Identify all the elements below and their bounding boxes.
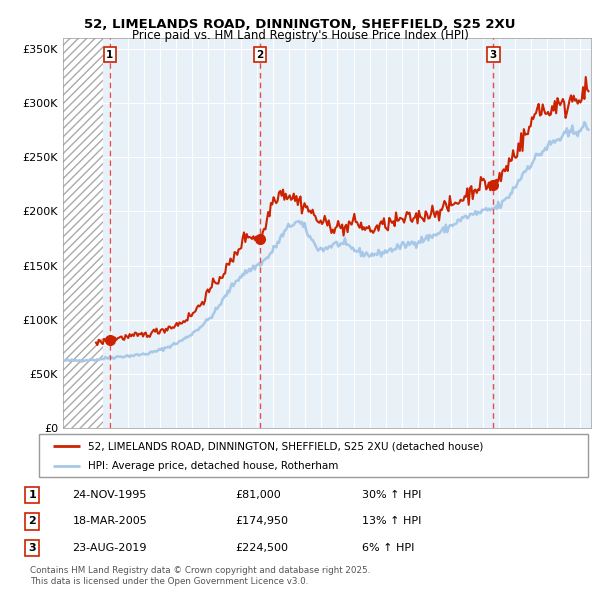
Text: HPI: Average price, detached house, Rotherham: HPI: Average price, detached house, Roth…	[88, 461, 339, 471]
Text: 13% ↑ HPI: 13% ↑ HPI	[362, 516, 421, 526]
Text: 52, LIMELANDS ROAD, DINNINGTON, SHEFFIELD, S25 2XU: 52, LIMELANDS ROAD, DINNINGTON, SHEFFIEL…	[84, 18, 516, 31]
Text: 18-MAR-2005: 18-MAR-2005	[73, 516, 147, 526]
FancyBboxPatch shape	[39, 434, 588, 477]
Text: 23-AUG-2019: 23-AUG-2019	[73, 543, 147, 553]
Text: £174,950: £174,950	[236, 516, 289, 526]
Text: 2: 2	[28, 516, 36, 526]
Text: 24-NOV-1995: 24-NOV-1995	[73, 490, 147, 500]
Text: 1: 1	[28, 490, 36, 500]
Text: 2: 2	[256, 50, 263, 60]
Text: 6% ↑ HPI: 6% ↑ HPI	[362, 543, 414, 553]
Text: £224,500: £224,500	[236, 543, 289, 553]
Text: £81,000: £81,000	[236, 490, 281, 500]
Text: 3: 3	[490, 50, 497, 60]
Text: Price paid vs. HM Land Registry's House Price Index (HPI): Price paid vs. HM Land Registry's House …	[131, 30, 469, 42]
Text: 30% ↑ HPI: 30% ↑ HPI	[362, 490, 421, 500]
Text: 1: 1	[106, 50, 113, 60]
Text: Contains HM Land Registry data © Crown copyright and database right 2025.
This d: Contains HM Land Registry data © Crown c…	[30, 566, 370, 586]
Text: 52, LIMELANDS ROAD, DINNINGTON, SHEFFIELD, S25 2XU (detached house): 52, LIMELANDS ROAD, DINNINGTON, SHEFFIEL…	[88, 441, 484, 451]
Text: 3: 3	[29, 543, 36, 553]
